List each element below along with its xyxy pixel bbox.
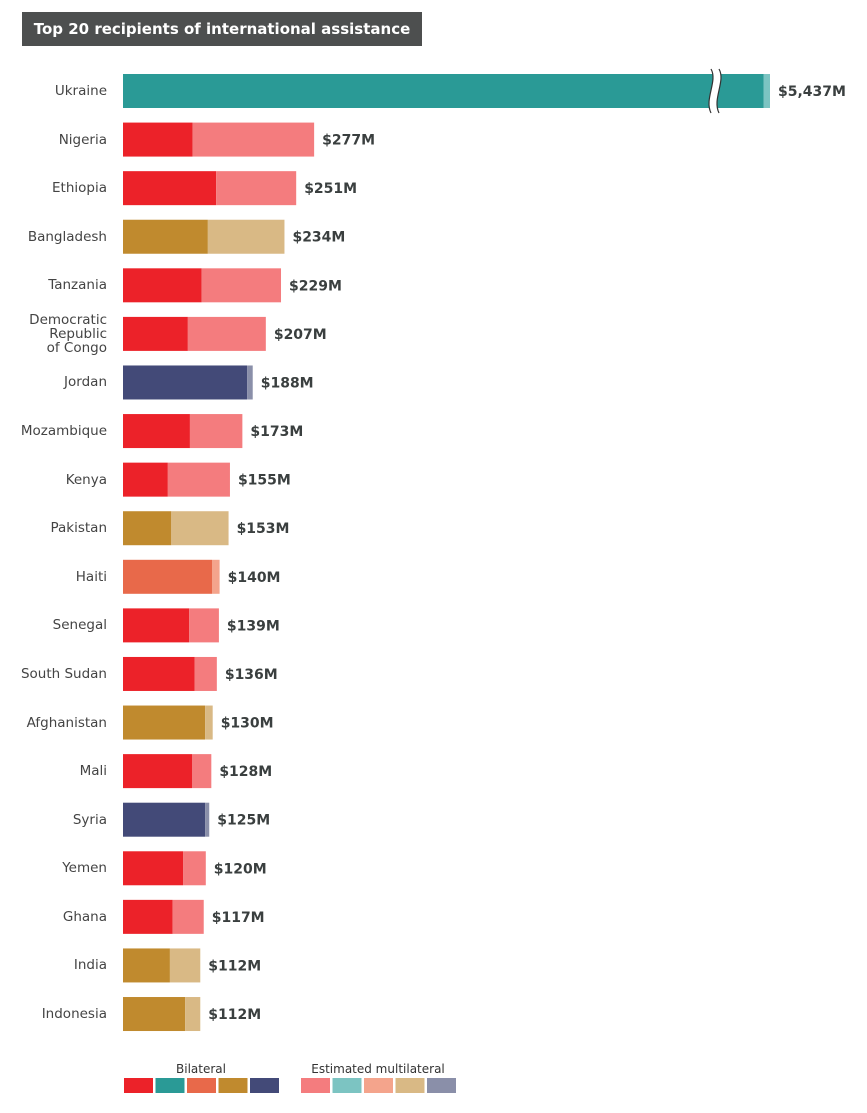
bar-bilateral <box>123 754 192 789</box>
category-label: Pakistan <box>50 520 107 537</box>
legend-swatch <box>124 1078 153 1093</box>
bar-bilateral <box>123 705 206 740</box>
value-label: $234M <box>292 230 345 246</box>
legend-swatch <box>364 1078 393 1093</box>
bar-multilateral <box>172 899 204 934</box>
value-label: $5,437M <box>778 84 846 100</box>
category-label: South Sudan <box>20 665 107 682</box>
value-label: $117M <box>212 910 265 926</box>
bar-multilateral <box>187 316 266 351</box>
bar-multilateral <box>189 608 219 643</box>
bar-bilateral <box>123 851 184 886</box>
bar-bilateral <box>123 608 190 643</box>
bar-bilateral <box>123 948 170 983</box>
bar-bilateral <box>123 656 195 691</box>
bar-multilateral <box>185 997 201 1032</box>
category-label: Syria <box>72 811 107 828</box>
bar-bilateral <box>123 74 764 108</box>
bar-multilateral <box>183 851 206 886</box>
bar-multilateral <box>247 365 253 400</box>
value-label: $112M <box>208 958 261 974</box>
bar-multilateral <box>763 74 770 108</box>
legend-swatch <box>155 1078 185 1093</box>
bar-bilateral <box>123 511 172 546</box>
legend-swatch <box>395 1078 425 1093</box>
bar-bilateral <box>123 365 248 400</box>
value-label: $130M <box>221 716 274 732</box>
bar-multilateral <box>216 171 297 206</box>
bar-multilateral <box>205 802 210 837</box>
category-label: Afghanistan <box>26 714 107 731</box>
category-label: Mozambique <box>20 423 107 440</box>
value-label: $188M <box>261 375 314 391</box>
bar-bilateral <box>123 462 168 497</box>
bar-bilateral <box>123 268 202 303</box>
bar-bilateral <box>123 171 217 206</box>
category-label: India <box>73 957 107 974</box>
legend-swatch <box>187 1078 216 1093</box>
bar-multilateral <box>171 511 229 546</box>
category-label: Indonesia <box>41 1006 107 1023</box>
category-label: Kenya <box>65 471 107 488</box>
category-label: Senegal <box>52 617 107 634</box>
bar-multilateral <box>192 122 315 157</box>
category-label: Bangladesh <box>27 228 107 245</box>
bar-multilateral <box>205 705 213 740</box>
title-box: Top 20 recipients of international assis… <box>22 12 422 46</box>
category-label: Jordan <box>64 374 107 391</box>
value-label: $277M <box>322 133 375 149</box>
category-label: Mali <box>79 763 107 780</box>
legend-swatch <box>332 1078 362 1093</box>
value-label: $136M <box>225 667 278 683</box>
value-label: $173M <box>250 424 303 440</box>
legend-swatch <box>427 1078 456 1093</box>
category-label: Tanzania <box>48 277 107 294</box>
value-label: $140M <box>228 570 281 586</box>
legend-swatch <box>218 1078 248 1093</box>
axis-break <box>708 69 722 113</box>
bar-multilateral <box>169 948 201 983</box>
legend-label: Estimated multilateral <box>311 1062 445 1076</box>
category-label: Nigeria <box>58 131 107 148</box>
bar-bilateral <box>123 122 193 157</box>
bar-bilateral <box>123 802 206 837</box>
bar-multilateral <box>212 559 220 594</box>
bar-bilateral <box>123 997 186 1032</box>
value-label: $207M <box>274 327 327 343</box>
bar-bilateral <box>123 414 190 449</box>
bar-multilateral <box>192 754 212 789</box>
value-label: $112M <box>208 1007 261 1023</box>
category-label: Haiti <box>75 568 107 585</box>
value-label: $120M <box>214 861 267 877</box>
value-label: $229M <box>289 278 342 294</box>
bar-bilateral <box>123 899 173 934</box>
value-label: $153M <box>237 521 290 537</box>
legend-swatch <box>250 1078 279 1093</box>
value-label: $128M <box>219 764 272 780</box>
value-label: $155M <box>238 473 291 489</box>
bar-bilateral <box>123 316 188 351</box>
value-label: $125M <box>217 813 270 829</box>
legend-label: Bilateral <box>176 1062 226 1076</box>
bar-multilateral <box>201 268 282 303</box>
bar-multilateral <box>194 656 217 691</box>
bar-multilateral <box>207 219 285 254</box>
value-label: $251M <box>304 181 357 197</box>
bar-multilateral <box>167 462 230 497</box>
category-label: Ukraine <box>54 83 107 99</box>
category-label: Ethiopia <box>52 180 107 197</box>
bar-bilateral <box>123 219 208 254</box>
category-label: Democratic Republic of Congo <box>29 311 107 356</box>
legend-swatch <box>301 1078 330 1093</box>
bar-multilateral <box>189 414 243 449</box>
value-label: $139M <box>227 618 280 634</box>
chart-title: Top 20 recipients of international assis… <box>33 20 411 38</box>
axis-break-line <box>708 68 722 114</box>
bar-bilateral <box>123 559 213 594</box>
category-label: Ghana <box>62 908 107 925</box>
category-label: Yemen <box>62 860 107 877</box>
